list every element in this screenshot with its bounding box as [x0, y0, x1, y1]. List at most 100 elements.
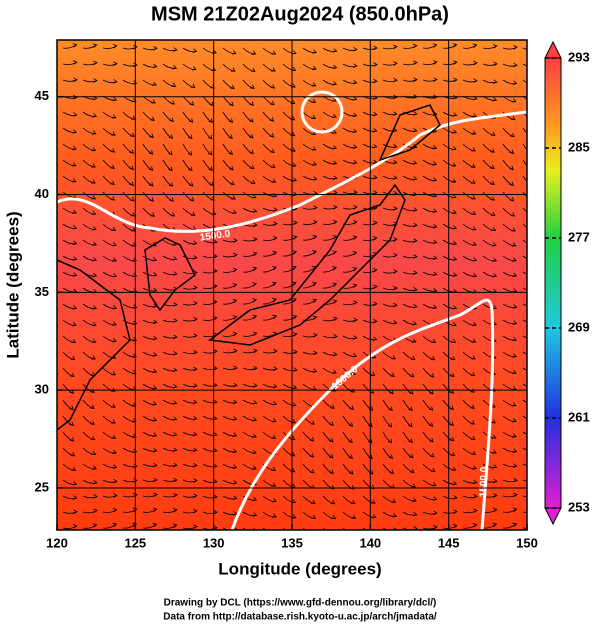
streamline-arrow [272, 266, 277, 271]
streamline-arrow [72, 225, 78, 230]
streamline-arrow [272, 314, 278, 319]
streamline-arrow [250, 179, 256, 184]
streamline [522, 431, 527, 435]
streamline-arrow [72, 209, 77, 214]
streamline-arrow [433, 524, 438, 530]
streamline-arrow [428, 422, 434, 427]
streamline [522, 255, 527, 259]
streamline-arrow [490, 196, 496, 201]
streamline-arrow [193, 508, 198, 514]
streamline-arrow [193, 493, 198, 499]
streamline-arrow [252, 331, 258, 336]
streamline-arrow [492, 44, 498, 49]
streamline-arrow [371, 514, 377, 519]
streamline-arrow [152, 257, 158, 262]
streamline-arrow [172, 384, 178, 389]
streamline-arrow [172, 523, 178, 528]
streamline-arrow [250, 67, 256, 72]
streamline-arrow [310, 420, 315, 425]
streamline-arrow [432, 145, 438, 150]
streamline-arrow [70, 452, 76, 457]
streamline [522, 415, 527, 419]
streamline-arrow [292, 177, 298, 182]
streamline-arrow [509, 132, 515, 138]
streamline-arrow [212, 463, 218, 469]
streamline-arrow [253, 222, 258, 228]
streamline-arrow [312, 250, 317, 255]
streamline-arrow [111, 131, 116, 136]
streamline-arrow [132, 433, 137, 438]
streamline-arrow [530, 213, 534, 217]
streamline-arrow [450, 372, 455, 378]
streamline-arrow [353, 205, 358, 210]
streamline-arrow [113, 61, 118, 67]
streamline-arrow [348, 469, 354, 475]
streamline-arrow [533, 47, 537, 51]
streamline-arrow [372, 143, 378, 149]
streamline-arrow [207, 150, 213, 156]
streamline [522, 287, 527, 291]
streamline-arrow [313, 205, 318, 210]
streamline-arrow [332, 250, 338, 255]
streamline [522, 159, 527, 167]
streamline-arrow [132, 448, 138, 454]
streamline-arrow [533, 508, 537, 512]
streamline-arrow [330, 404, 335, 409]
colorbar-tick-label: 261 [568, 409, 590, 424]
streamline-arrow [372, 128, 378, 133]
streamline-arrow [152, 417, 158, 422]
colorbar-extend [544, 507, 562, 526]
streamline-arrow [470, 179, 476, 184]
streamline-arrow [332, 129, 337, 134]
streamline-arrow [131, 98, 137, 103]
streamline-arrow [132, 304, 138, 309]
streamline-arrow [430, 356, 436, 361]
streamline-arrow [312, 530, 316, 534]
streamline-arrow [93, 78, 98, 83]
streamline-arrow [192, 255, 198, 260]
streamline-arrow [512, 80, 518, 85]
streamline-arrow [193, 349, 198, 355]
streamline-arrow [471, 226, 477, 231]
streamline-arrow [292, 314, 298, 320]
streamline-arrow [228, 150, 233, 156]
streamline-arrow [389, 469, 394, 474]
streamline-arrow [450, 451, 456, 457]
streamline-arrow [252, 449, 257, 455]
streamline-arrow [470, 435, 476, 440]
streamline-arrow [452, 225, 458, 230]
streamline [522, 383, 527, 387]
streamline-arrow [69, 389, 75, 394]
chart-title: MSM 21Z02Aug2024 (850.0hPa) [151, 3, 449, 25]
streamline-arrow [512, 433, 517, 438]
y-tick-label: 35 [35, 284, 49, 299]
streamline-arrow [352, 159, 358, 165]
streamline [522, 479, 527, 482]
streamline-arrow [333, 334, 338, 339]
streamline-arrow [150, 212, 156, 217]
streamline-arrow [148, 182, 154, 187]
streamline-arrow [350, 499, 356, 505]
streamline-arrow [72, 272, 78, 277]
streamline-arrow [213, 365, 218, 371]
streamline-arrow [413, 77, 418, 82]
streamline-arrow [512, 272, 518, 278]
streamline-arrow [408, 406, 413, 412]
streamline-arrow [72, 112, 78, 117]
streamline-arrow [152, 385, 158, 390]
streamline-arrow [432, 239, 438, 245]
streamline-arrow [492, 79, 498, 84]
streamline-arrow [332, 97, 337, 102]
streamline-arrow [533, 369, 537, 373]
streamline-arrow [170, 212, 176, 217]
streamline-arrow [453, 95, 458, 100]
streamline-arrow [92, 43, 98, 48]
streamline-arrow [172, 432, 178, 437]
streamline-arrow [309, 453, 315, 458]
streamline-arrow [70, 355, 76, 361]
streamline [522, 47, 527, 50]
streamline-arrow [392, 175, 398, 180]
streamline-arrow [432, 111, 438, 117]
x-tick-label: 135 [281, 535, 303, 550]
streamline-arrow [112, 273, 118, 278]
